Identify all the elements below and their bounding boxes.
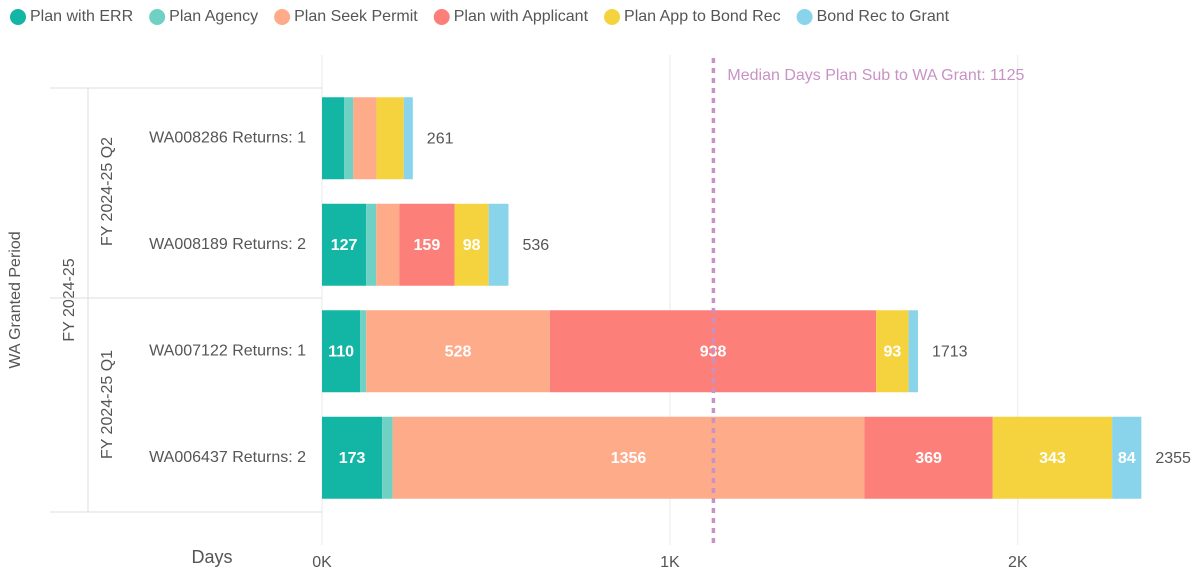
bar-segment (864, 416, 993, 499)
bar-segment (392, 416, 865, 499)
category-label: WA006437 Returns: 2 (149, 449, 306, 466)
data-label: 110 (328, 343, 354, 360)
total-label: 2355 (1155, 450, 1191, 467)
reference-label: Median Days Plan Sub to WA Grant: 1125 (727, 67, 1024, 84)
bar-segment (322, 310, 361, 393)
bar-segment (876, 310, 909, 393)
bar-segment (344, 97, 354, 180)
x-axis-title: Days (191, 547, 232, 567)
bar-segment (908, 310, 918, 393)
legend-label: Plan Agency (169, 8, 258, 25)
bar-segment (992, 416, 1113, 499)
x-tick-label: 1K (660, 554, 680, 571)
legend-label: Plan with ERR (30, 8, 133, 25)
legend-label: Plan App to Bond Rec (624, 8, 781, 25)
category-label: WA008189 Returns: 2 (149, 236, 306, 253)
legend-swatch (274, 9, 291, 25)
data-label: 98 (463, 237, 481, 254)
legend-label: Bond Rec to Grant (817, 8, 950, 25)
bar-segment (322, 416, 383, 499)
legend-swatch (796, 9, 813, 25)
x-tick-label: 2K (1008, 554, 1028, 571)
group-label: FY 2024-25 Q1 (99, 350, 116, 459)
bar-segment (353, 97, 377, 180)
bar-segment (488, 203, 509, 286)
category-label: WA008286 Returns: 1 (149, 129, 306, 146)
bar-segment (322, 97, 345, 180)
data-label: 127 (331, 237, 358, 254)
bar-segment (366, 203, 377, 286)
total-label: 261 (427, 130, 454, 147)
x-tick-label: 0K (312, 554, 332, 571)
data-label: 173 (339, 450, 366, 467)
bar-segment (1112, 416, 1142, 499)
data-label: 343 (1039, 450, 1066, 467)
bar-segment (403, 97, 413, 180)
legend-label: Plan Seek Permit (294, 8, 418, 25)
legend-swatch (433, 9, 450, 25)
legend-swatch (604, 9, 621, 25)
category-label: WA007122 Returns: 1 (149, 342, 306, 359)
data-label: 369 (915, 450, 942, 467)
outer-group-label: FY 2024-25 (61, 258, 78, 341)
legend-swatch (149, 9, 166, 25)
legend-label: Plan with Applicant (454, 8, 589, 25)
bar-segment (399, 203, 455, 286)
bar-segment (382, 416, 393, 499)
data-label: 528 (445, 343, 472, 360)
data-label: 1356 (611, 450, 647, 467)
group-label: FY 2024-25 Q2 (99, 137, 116, 246)
bar-segment (360, 310, 367, 393)
data-label: 159 (414, 237, 441, 254)
y-axis-title: WA Granted Period (7, 231, 24, 368)
data-label: 84 (1118, 450, 1136, 467)
total-label: 536 (522, 237, 549, 254)
bar-segment (376, 97, 404, 180)
legend-swatch (10, 9, 26, 25)
bar-segment (376, 203, 400, 286)
total-label: 1713 (932, 343, 968, 360)
bar-segment (454, 203, 489, 286)
data-label: 93 (884, 343, 902, 360)
bar-segment (366, 310, 550, 393)
bar-segment (322, 203, 367, 286)
